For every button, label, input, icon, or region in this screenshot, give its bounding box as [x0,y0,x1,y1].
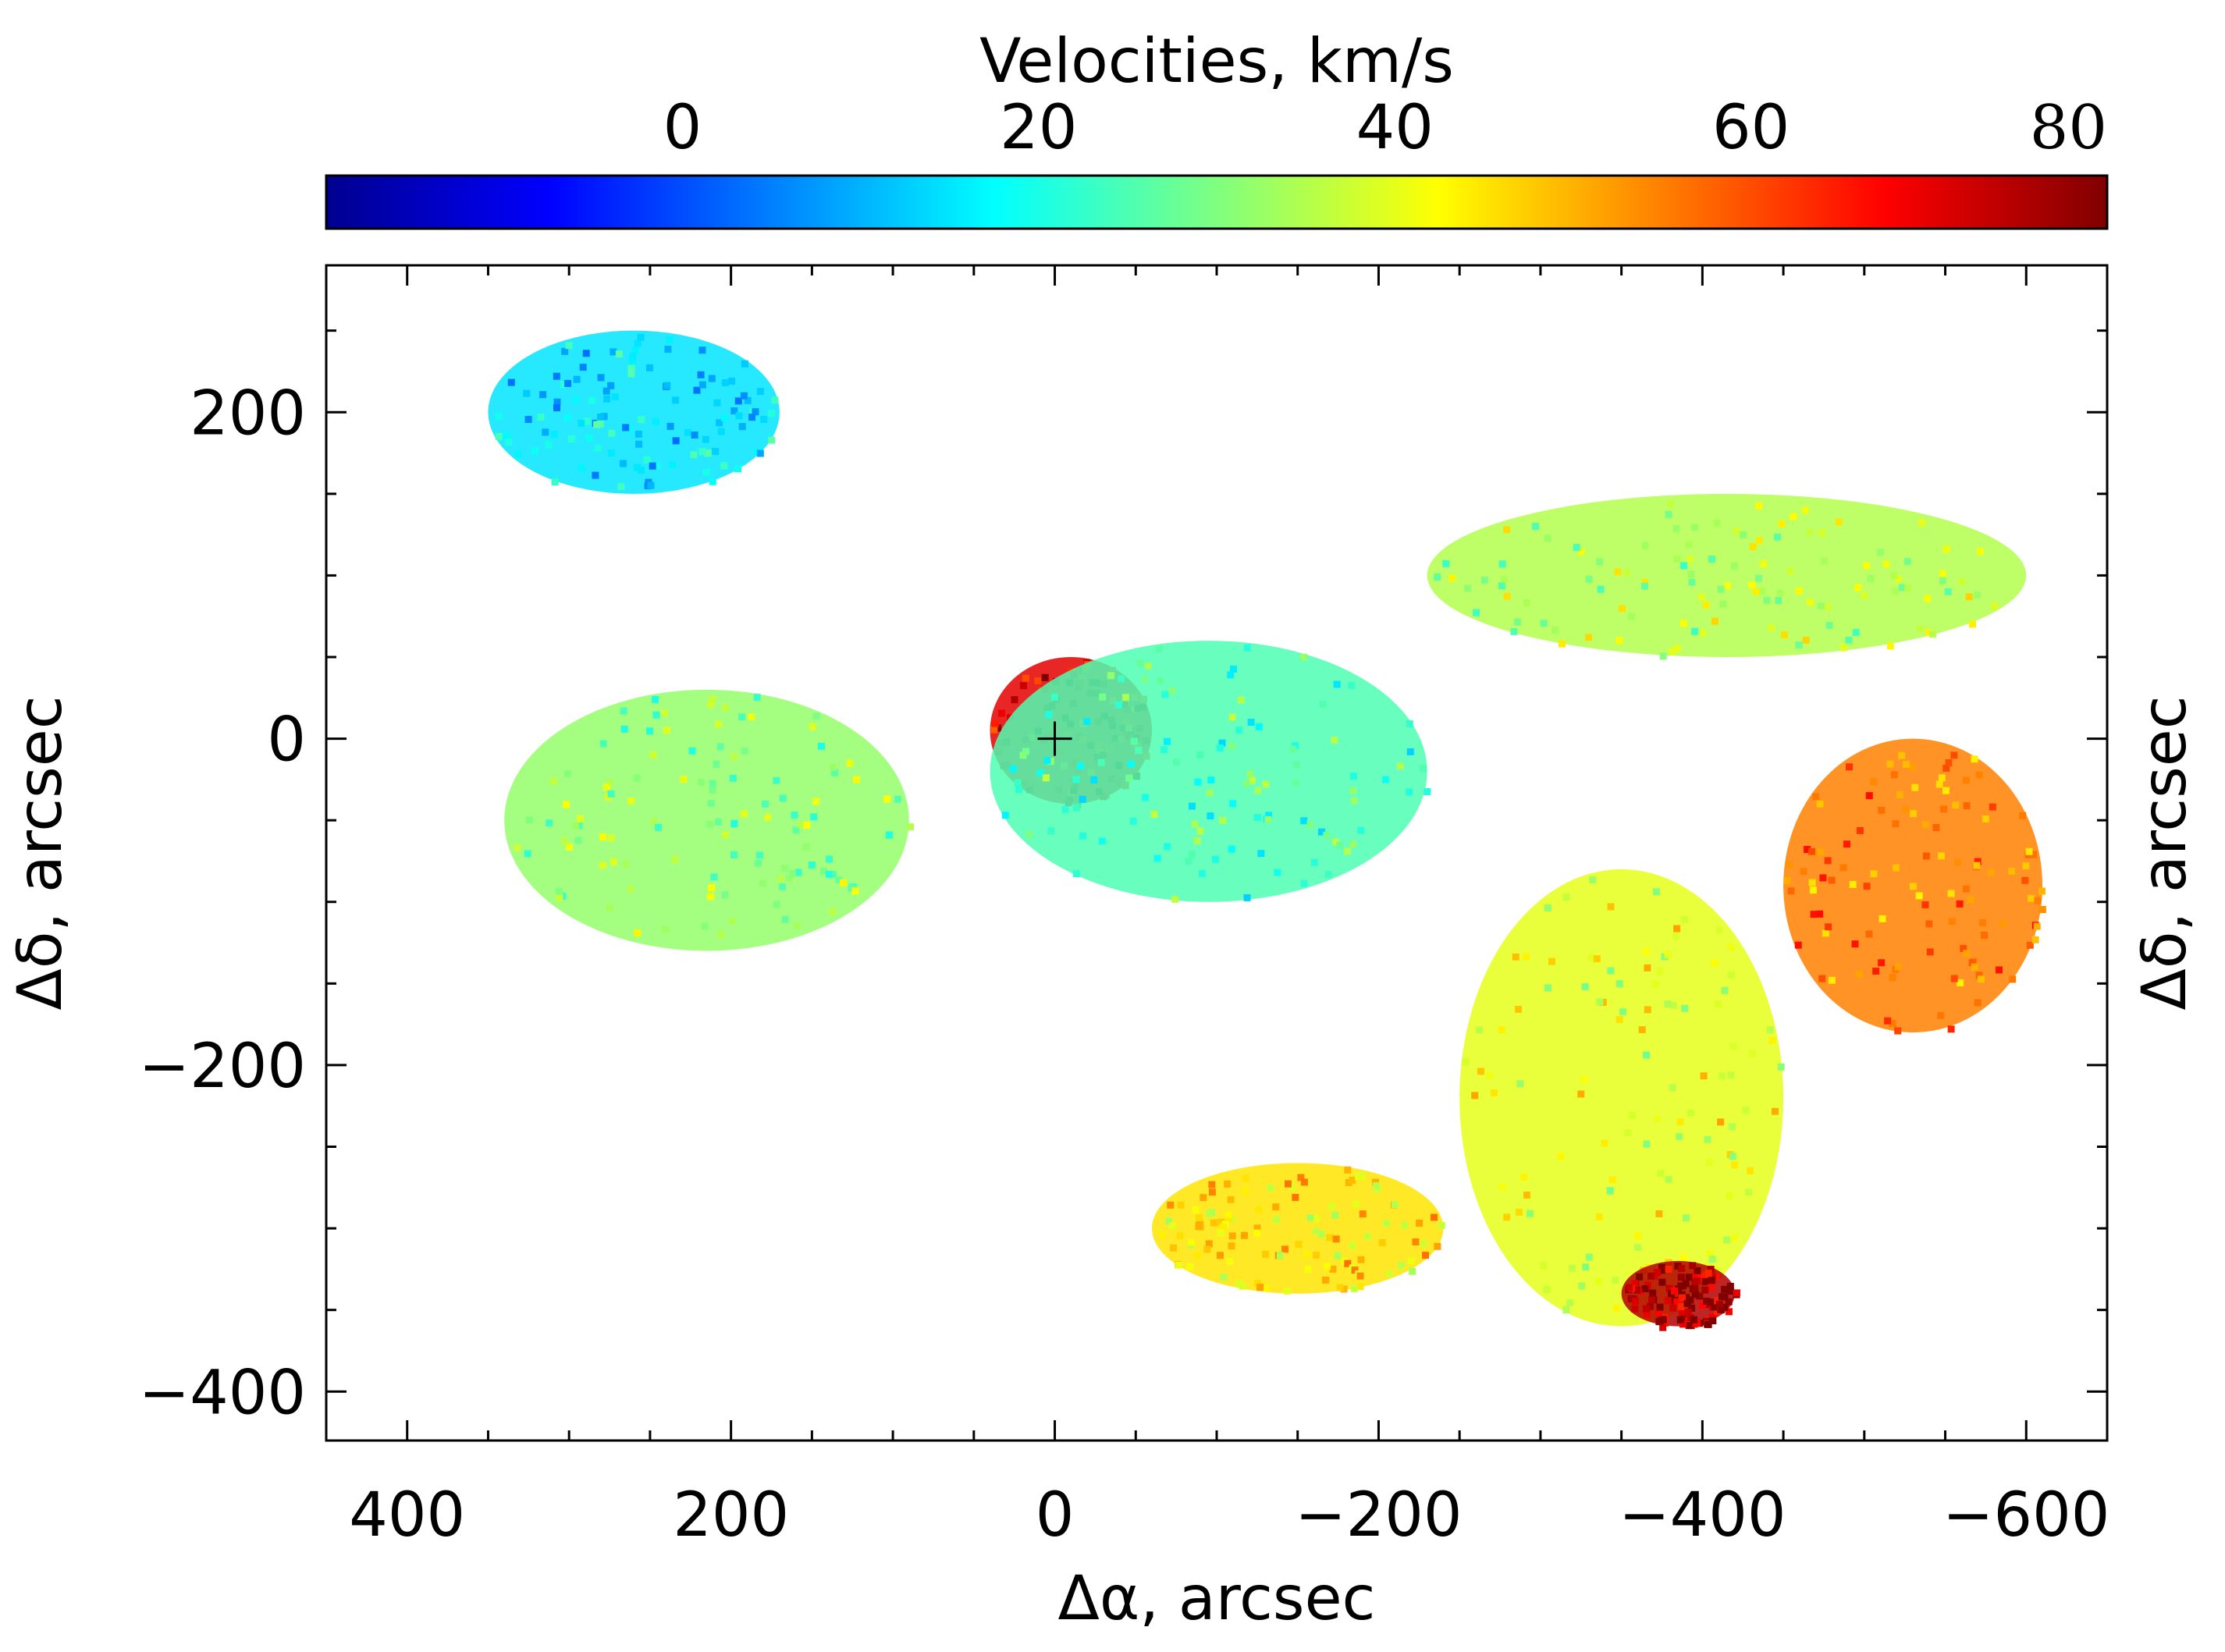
velocity-region [1459,869,1785,1327]
colorbar-tick-labels: 0 20 40 60 80 [663,93,2107,163]
velocity-region [1427,493,2027,660]
x-axis-title: Δα, arcsec [1058,1564,1376,1634]
colorbar-tick-label: 20 [1000,93,1077,163]
y-axis-title-right: Δδ, arcsec [2130,695,2200,1010]
colorbar-title: Velocities, km/s [979,27,1454,97]
y-axis-title-left: Δδ, arcsec [5,695,76,1010]
velocity-region [1152,1163,1445,1295]
colorbar [325,174,2109,230]
y-tick-label: −200 [139,1032,306,1102]
x-tick-labels: 400 200 0 −200 −400 −600 [349,1480,2109,1551]
colorbar-tick-label: 0 [663,93,702,163]
velocity-region [1621,1260,1740,1331]
colorbar-tick-label: 80 [2030,93,2107,163]
velocity-region [990,641,1431,903]
y-tick-label: 0 [267,705,306,776]
x-tick-label: −200 [1295,1480,1462,1551]
y-tick-labels: 200 0 −200 −400 [139,378,306,1428]
velocity-region [1783,738,2046,1035]
x-tick-label: −400 [1619,1480,1786,1551]
velocity-region [488,330,780,494]
colorbar-tick-label: 40 [1356,93,1434,163]
velocity-region [504,689,914,951]
x-tick-label: 0 [1036,1480,1075,1551]
x-tick-label: −600 [1942,1480,2109,1551]
plot-frame [325,264,2109,1442]
axis-ticks [326,265,2109,1441]
center-cross-marker [1037,721,1072,756]
x-tick-label: 400 [349,1480,465,1551]
y-tick-label: −400 [139,1358,306,1428]
velocity-field [488,330,2046,1331]
y-tick-label: 200 [190,378,306,449]
x-tick-label: 200 [673,1480,789,1551]
colorbar-tick-label: 60 [1712,93,1790,163]
